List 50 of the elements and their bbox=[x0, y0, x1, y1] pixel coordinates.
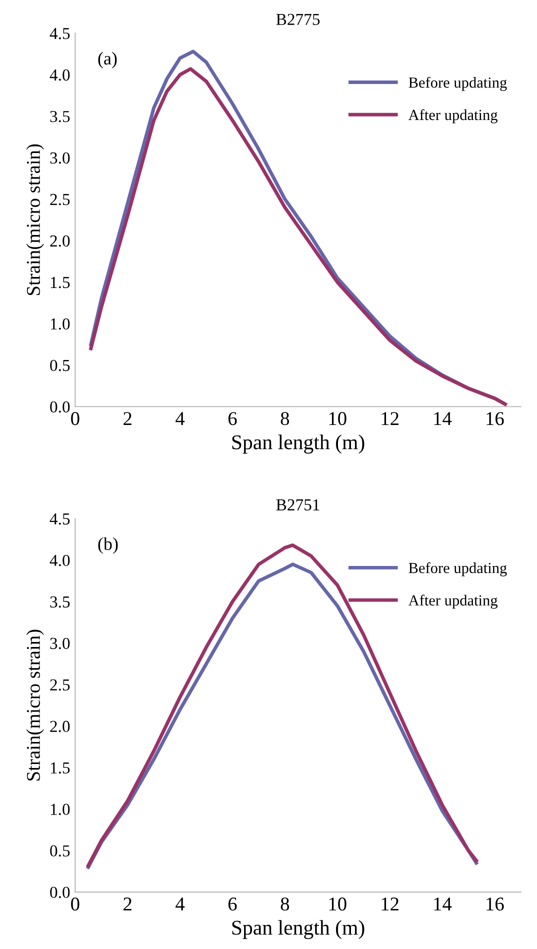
x-tick-label: 10 bbox=[329, 897, 346, 911]
x-axis-title: Span length (m) bbox=[232, 920, 364, 940]
legend-label: After updating bbox=[408, 594, 498, 609]
y-tick-label: 1.0 bbox=[50, 318, 70, 330]
x-tick-label: 14 bbox=[434, 412, 452, 425]
y-tick-label: 4.5 bbox=[50, 513, 70, 525]
x-tick-label: 0 bbox=[71, 412, 80, 426]
x-tick-label: 2 bbox=[124, 898, 132, 910]
y-axis-title: Strain(micro strain) bbox=[26, 630, 44, 780]
y-tick-label: 0.0 bbox=[50, 886, 70, 898]
y-tick-label: 3.0 bbox=[50, 152, 70, 164]
x-tick-label: 8 bbox=[280, 412, 290, 426]
x-tick-label: 10 bbox=[329, 412, 346, 426]
y-tick-label: 1.5 bbox=[50, 276, 70, 288]
chart-title: B2751 bbox=[276, 499, 320, 510]
legend-label: Before updating bbox=[408, 562, 507, 576]
x-tick-label: 14 bbox=[434, 898, 452, 910]
y-tick-label: 2.5 bbox=[50, 194, 70, 206]
x-tick-label: 12 bbox=[382, 898, 398, 910]
y-tick-label: 1.5 bbox=[50, 762, 70, 774]
x-tick-label: 0 bbox=[71, 897, 80, 911]
y-tick-label: 0.0 bbox=[50, 401, 70, 413]
x-tick-label: 6 bbox=[228, 412, 237, 426]
annotation: (b) bbox=[98, 537, 118, 554]
x-tick-label: 4 bbox=[176, 898, 185, 910]
x-tick-label: 4 bbox=[176, 412, 185, 425]
x-tick-label: 6 bbox=[228, 898, 237, 911]
y-tick-label: 0.5 bbox=[50, 845, 70, 857]
x-axis-title: Span length (m) bbox=[232, 434, 364, 454]
x-tick-label: 2 bbox=[124, 412, 132, 425]
y-tick-label: 1.0 bbox=[50, 804, 70, 816]
y-tick-label: 4.0 bbox=[50, 69, 70, 81]
legend-label: Before updating bbox=[408, 76, 507, 91]
y-tick-label: 3.5 bbox=[50, 596, 70, 608]
y-tick-label: 2.0 bbox=[50, 720, 70, 732]
x-tick-label: 12 bbox=[382, 412, 398, 425]
y-tick-label: 3.0 bbox=[50, 638, 70, 650]
y-tick-label: 4.5 bbox=[50, 28, 70, 40]
y-tick-label: 2.0 bbox=[50, 235, 70, 247]
y-tick-label: 4.0 bbox=[50, 554, 70, 566]
y-tick-label: 2.5 bbox=[50, 679, 70, 691]
chart-title: B2775 bbox=[276, 14, 320, 26]
y-tick-label: 0.5 bbox=[50, 360, 70, 372]
x-tick-label: 16 bbox=[486, 898, 504, 911]
y-axis-title: Strain(micro strain) bbox=[26, 144, 44, 296]
x-tick-label: 16 bbox=[486, 412, 504, 426]
x-tick-label: 8 bbox=[280, 897, 290, 911]
annotation: (a) bbox=[98, 52, 117, 68]
y-tick-label: 3.5 bbox=[50, 110, 70, 122]
legend-label: After updating bbox=[408, 109, 498, 124]
